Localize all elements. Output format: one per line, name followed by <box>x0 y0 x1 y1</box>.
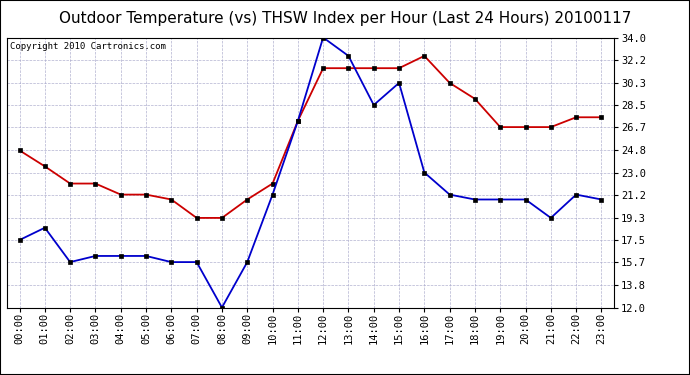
Text: Copyright 2010 Cartronics.com: Copyright 2010 Cartronics.com <box>10 42 166 51</box>
Text: Outdoor Temperature (vs) THSW Index per Hour (Last 24 Hours) 20100117: Outdoor Temperature (vs) THSW Index per … <box>59 11 631 26</box>
